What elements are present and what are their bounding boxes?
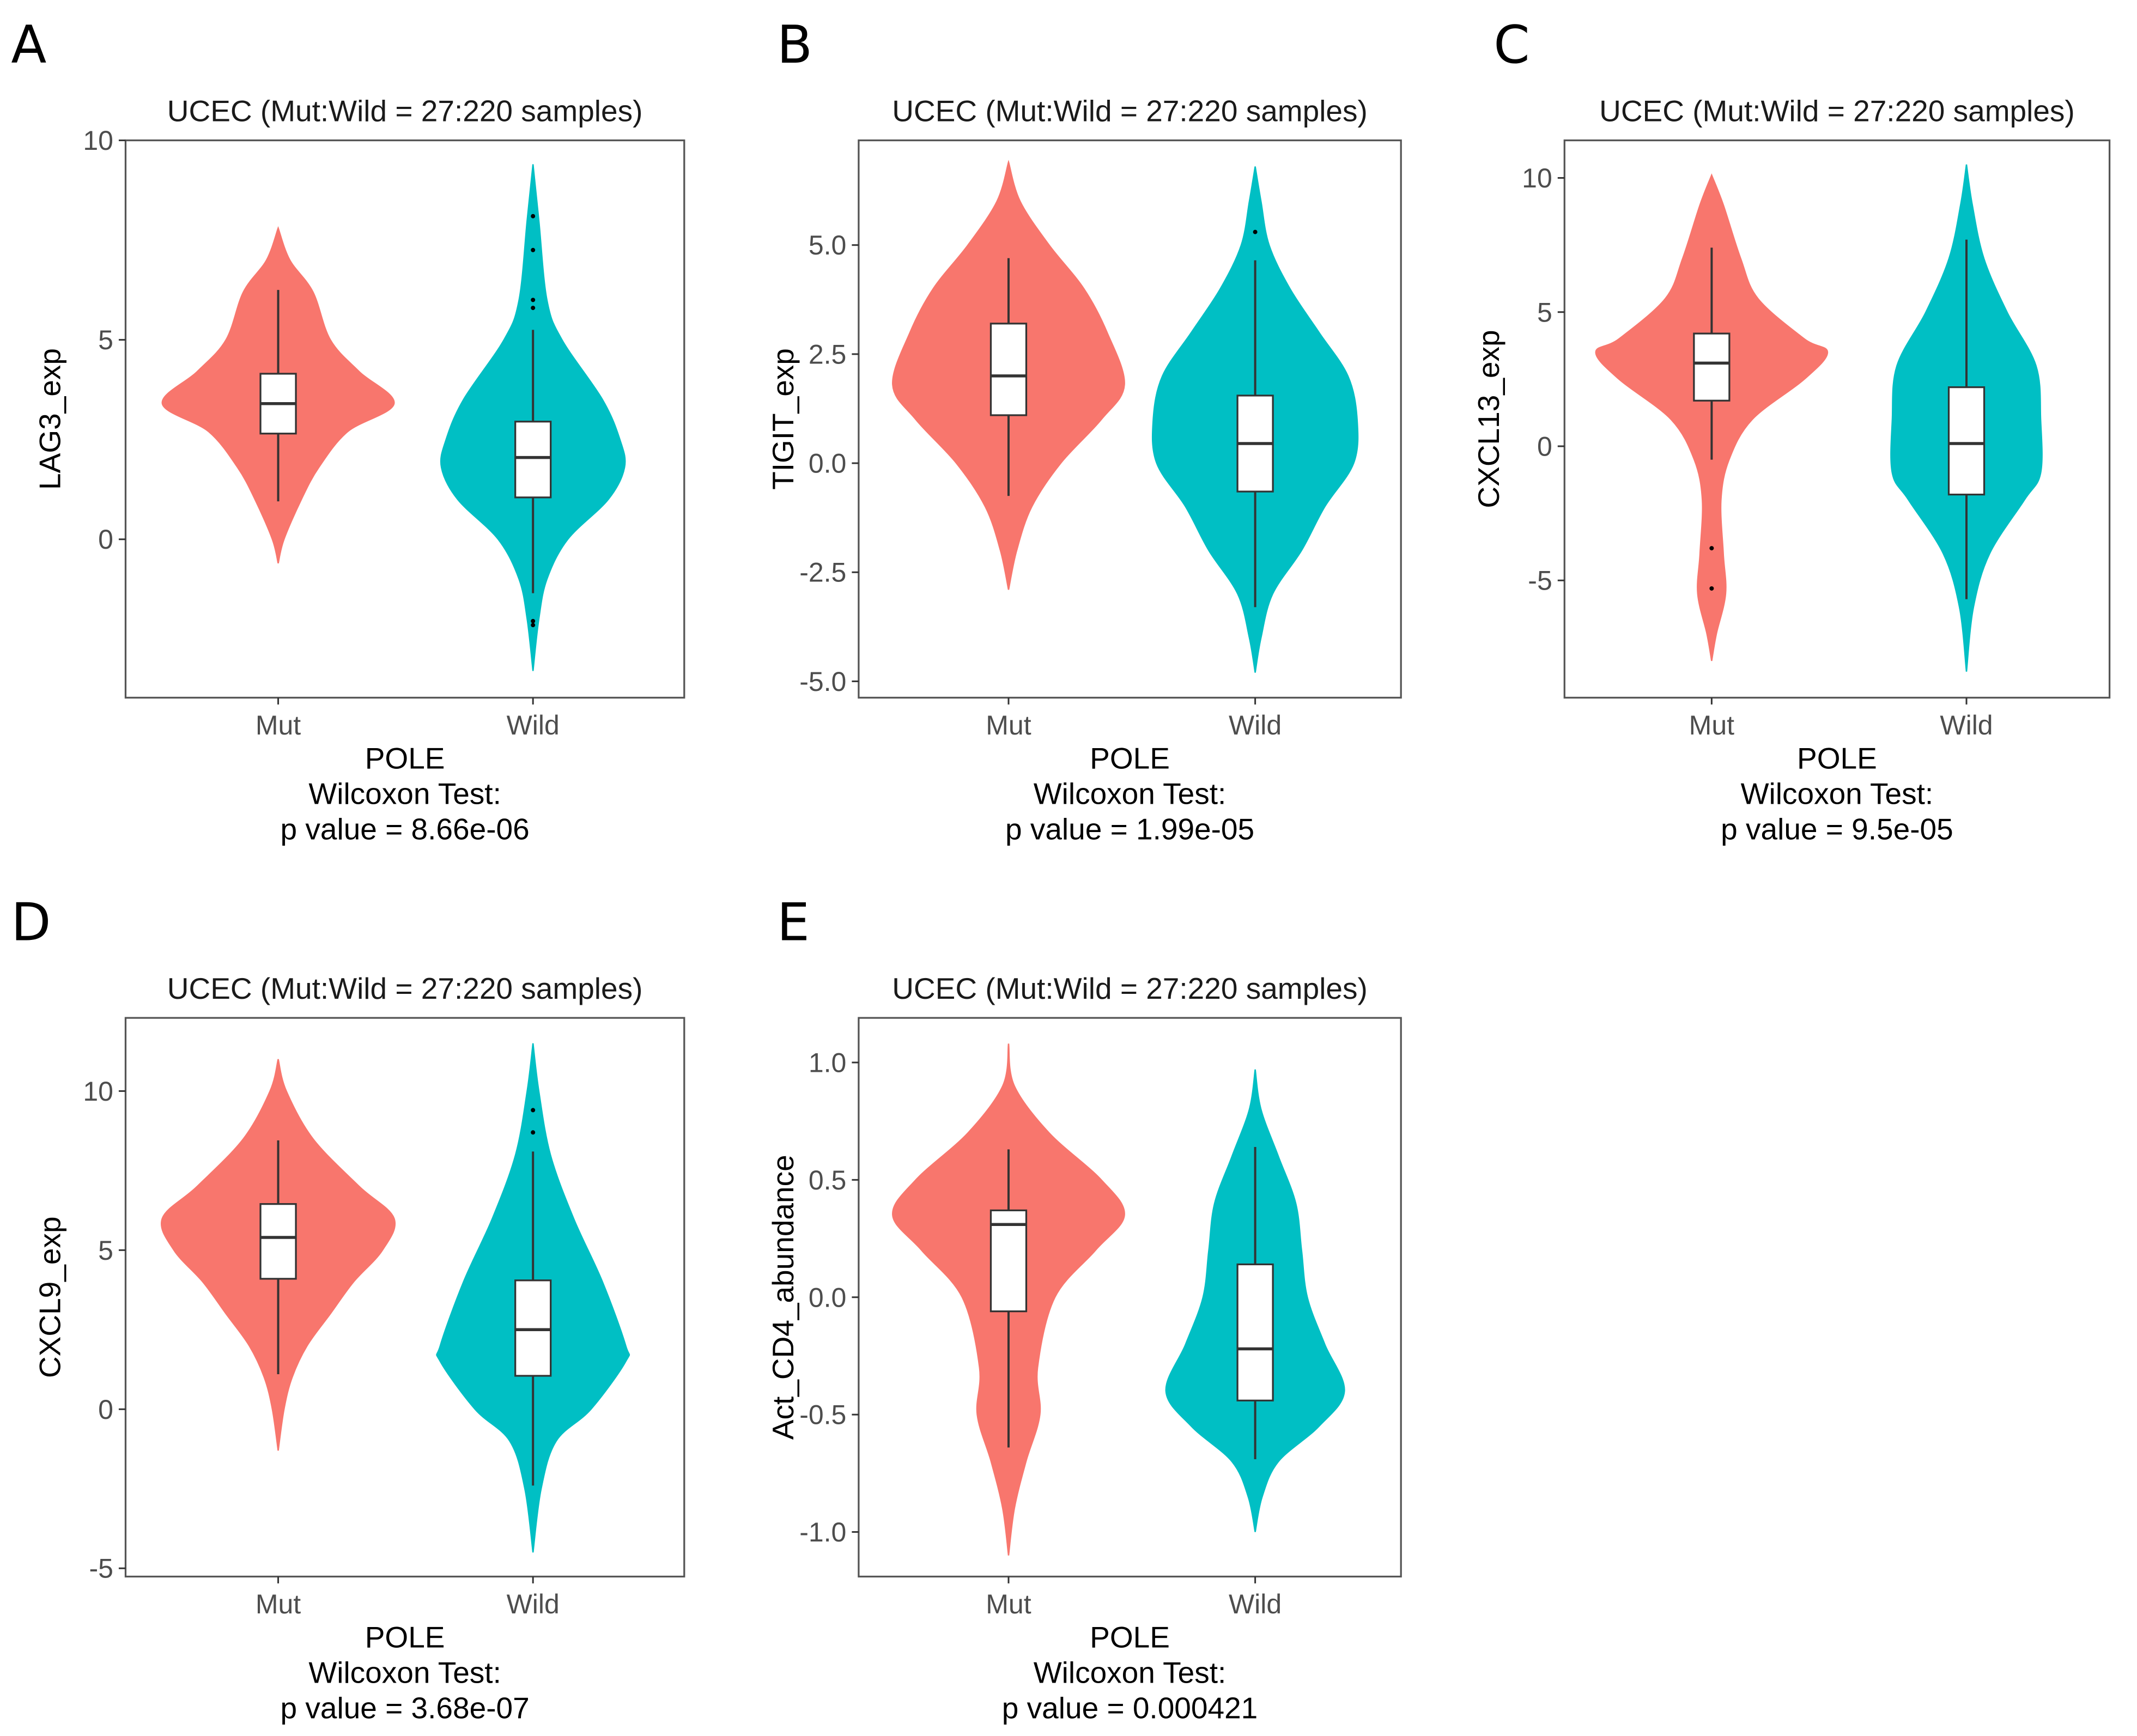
y-axis-label: TIGIT_exp [766, 348, 800, 490]
y-tick-label: 0.5 [809, 1165, 847, 1195]
panel-a: A UCEC (Mut:Wild = 27:220 samples) 10 5 0 Mut… [11, 15, 685, 846]
y-tick-label: 0.0 [809, 448, 847, 479]
outlier-point [531, 247, 536, 252]
outlier-point [531, 623, 536, 628]
x-axis-label: POLE [1090, 741, 1170, 775]
y-tick-label: 5 [1537, 297, 1552, 327]
y-tick-label: -5 [1528, 566, 1552, 596]
x-tick-label: Mut [1689, 710, 1734, 740]
test-label: Wilcoxon Test: [1034, 1655, 1227, 1689]
outlier-point [531, 618, 536, 623]
plot-title: UCEC (Mut:Wild = 27:220 samples) [1599, 94, 2075, 128]
x-tick-label: Wild [1229, 1589, 1282, 1619]
outlier-point [1709, 586, 1714, 591]
y-tick-label: -2.5 [799, 557, 846, 588]
y-tick-label: 0 [98, 1394, 113, 1425]
x-tick-label: Wild [507, 710, 560, 740]
y-tick-label: 5 [98, 1235, 113, 1266]
panel-c: C UCEC (Mut:Wild = 27:220 samples) 10 5 0 -5 M… [1472, 15, 2111, 846]
test-label: Wilcoxon Test: [308, 776, 501, 810]
p-value-label: p value = 8.66e-06 [281, 812, 530, 846]
y-tick-label: 10 [1522, 163, 1552, 193]
panel-d: D UCEC (Mut:Wild = 27:220 samples) 10 5 0 -5 M… [11, 893, 685, 1725]
y-tick-label: 0.0 [809, 1282, 847, 1313]
test-label: Wilcoxon Test: [1741, 776, 1934, 810]
box-iqr [514, 421, 552, 499]
box-iqr [1947, 386, 1986, 496]
x-axis-label: POLE [365, 1620, 445, 1654]
p-value-label: p value = 9.5e-05 [1721, 812, 1953, 846]
y-axis-label: Act_CD4_abundance [766, 1155, 800, 1440]
panel-b: B UCEC (Mut:Wild = 27:220 samples) 5.0 2.5 0… [766, 15, 1402, 846]
test-label: Wilcoxon Test: [1034, 776, 1227, 810]
plot-title: UCEC (Mut:Wild = 27:220 samples) [892, 94, 1368, 128]
outlier-point [531, 298, 536, 302]
panel-letter: B [777, 15, 812, 75]
plot-title: UCEC (Mut:Wild = 27:220 samples) [167, 94, 643, 128]
box-iqr [989, 1209, 1028, 1313]
outlier-point [531, 214, 536, 218]
plot-frame [858, 139, 1402, 699]
outlier-point [1253, 229, 1258, 234]
y-tick-label: 2.5 [809, 339, 847, 369]
x-tick-label: Mut [986, 710, 1031, 740]
y-axis-label: CXCL9_exp [33, 1216, 66, 1378]
plot-frame [124, 139, 685, 699]
plot-frame [858, 1017, 1402, 1578]
y-tick-label: -1.0 [799, 1517, 846, 1547]
x-tick-label: Mut [986, 1589, 1031, 1619]
y-axis-label: CXCL13_exp [1472, 330, 1505, 508]
panel-letter: D [11, 893, 51, 953]
panel-letter: A [11, 15, 46, 75]
panel-e: E UCEC (Mut:Wild = 27:220 samples) 1.0 0.5 0… [766, 893, 1402, 1725]
x-tick-label: Wild [507, 1589, 560, 1619]
panel-letter: C [1494, 15, 1529, 75]
x-axis-label: POLE [1797, 741, 1877, 775]
x-axis-label: POLE [1090, 1620, 1170, 1654]
panel-letter: E [777, 893, 810, 953]
y-tick-label: 1.0 [809, 1047, 847, 1078]
y-tick-label: 0 [98, 524, 113, 555]
box-iqr [259, 1203, 297, 1280]
plot-frame [124, 1017, 685, 1578]
outlier-point [531, 1108, 536, 1113]
y-tick-label: 10 [83, 1076, 113, 1107]
y-tick-label: -5 [89, 1553, 113, 1584]
p-value-label: p value = 1.99e-05 [1005, 812, 1254, 846]
x-tick-label: Wild [1940, 710, 1993, 740]
outlier-point [531, 306, 536, 311]
test-label: Wilcoxon Test: [308, 1655, 501, 1689]
x-tick-label: Wild [1229, 710, 1282, 740]
box-iqr [1236, 1263, 1274, 1401]
outlier-point [1709, 546, 1714, 551]
y-tick-label: 10 [83, 125, 113, 156]
plot-frame [1563, 139, 2111, 699]
box-iqr [1693, 332, 1731, 402]
y-tick-label: 5.0 [809, 230, 847, 260]
y-axis-label: LAG3_exp [33, 348, 66, 490]
plot-title: UCEC (Mut:Wild = 27:220 samples) [892, 972, 1368, 1005]
x-tick-label: Mut [256, 710, 301, 740]
box-iqr [514, 1279, 552, 1377]
y-tick-label: 0 [1537, 431, 1552, 462]
p-value-label: p value = 0.000421 [1002, 1691, 1258, 1725]
plot-title: UCEC (Mut:Wild = 27:220 samples) [167, 972, 643, 1005]
y-tick-label: 5 [98, 325, 113, 355]
x-axis-label: POLE [365, 741, 445, 775]
x-tick-label: Mut [256, 1589, 301, 1619]
outlier-point [531, 1130, 536, 1135]
y-tick-label: -5.0 [799, 666, 846, 697]
p-value-label: p value = 3.68e-07 [281, 1691, 530, 1725]
y-tick-label: -0.5 [799, 1400, 846, 1430]
box-iqr [989, 323, 1028, 416]
